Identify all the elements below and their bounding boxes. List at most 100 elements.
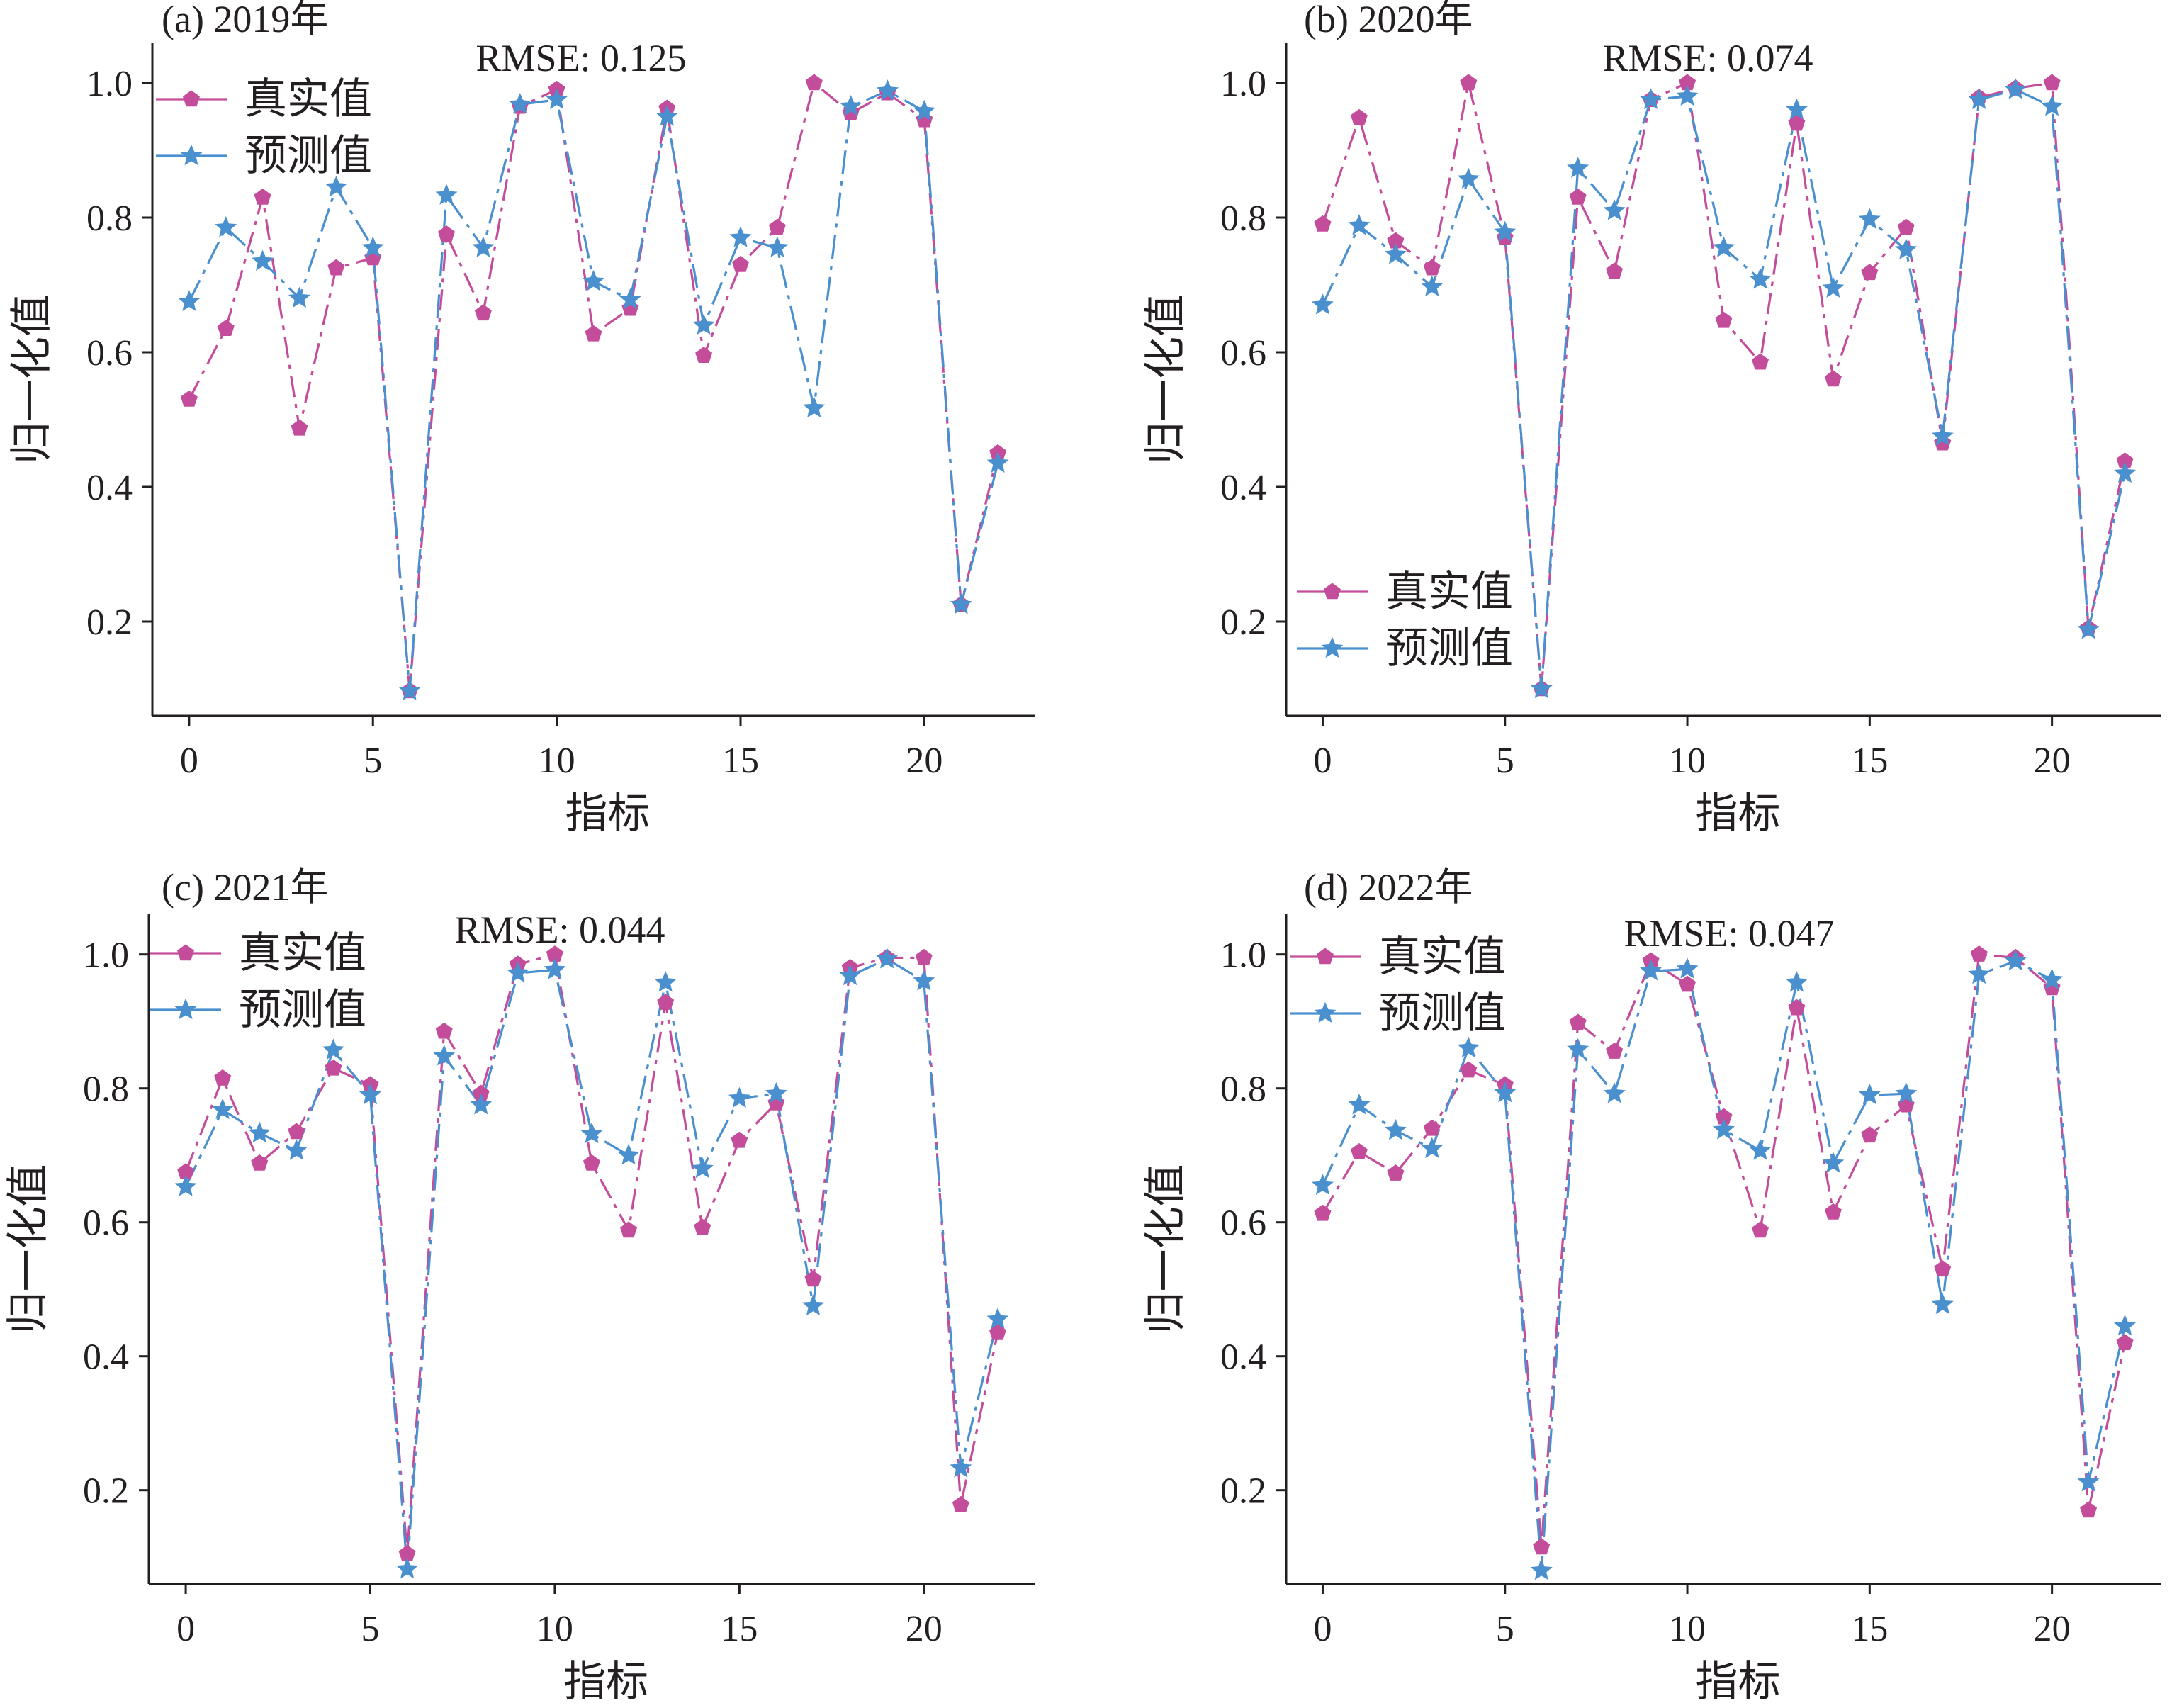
x-tick-label: 5 [364,741,382,781]
legend-label-predicted: 预测值 [239,987,366,1033]
y-tick-label: 0.4 [1220,1337,1266,1378]
data-point-actual [694,1218,711,1235]
data-point-predicted [986,451,1009,473]
data-point-actual [291,419,308,436]
panel-title: (a) 2019年 [162,0,328,40]
x-tick-label: 0 [180,741,198,781]
data-point-actual [989,1323,1006,1340]
data-point-actual [731,1131,748,1148]
data-point-predicted [507,961,529,983]
data-point-predicted [248,1121,271,1143]
data-point-actual [1970,945,1988,962]
data-point-actual [254,188,271,205]
y-tick-label: 0.4 [86,468,133,508]
data-point-predicted [876,79,899,101]
data-point-predicted [1676,84,1699,106]
x-tick-label: 5 [361,1609,380,1649]
legend-label-predicted: 预测值 [1378,990,1506,1037]
data-point-actual [1606,262,1624,279]
data-point-actual [1715,311,1733,328]
x-tick-label: 15 [1851,1609,1888,1649]
data-point-predicted [361,236,384,257]
data-point-actual [1861,264,1879,281]
legend-marker-predicted [1321,636,1344,658]
legend-marker-predicted [180,144,203,166]
data-point-predicted [252,249,274,271]
chart-panel-4: 0 5 10 15 20 0.2 0.4 0.6 0.8 1.0 指标 归一化值 (d) 2022年 RM… [1142,866,2161,1705]
data-point-predicted [285,1139,308,1160]
data-point-actual [1934,1260,1952,1277]
data-point-actual [620,1221,638,1238]
data-point-predicted [472,236,495,257]
y-tick-label: 0.6 [1220,1203,1266,1244]
data-point-predicted [582,270,605,291]
data-point-predicted [803,396,826,418]
y-axis-title: 归一化值 [1142,294,1189,464]
data-point-predicted [546,88,568,109]
data-point-actual [1423,259,1441,276]
data-point-predicted [1749,1139,1772,1160]
legend-label-predicted: 预测值 [244,133,372,179]
data-point-actual [1423,1119,1441,1136]
data-point-actual [1824,370,1842,387]
data-point-predicted [1712,1118,1735,1140]
data-point-predicted [950,592,972,614]
data-point-actual [1460,74,1478,91]
data-point-actual [657,994,675,1010]
data-point-predicted [1676,957,1699,979]
legend-label-actual: 真实值 [1385,568,1513,615]
data-point-predicted [1421,275,1444,297]
data-point-actual [732,255,749,272]
data-point-predicted [580,1122,603,1144]
data-point-predicted [544,958,566,979]
data-point-predicted [913,970,935,991]
data-point-actual [804,1270,822,1287]
x-tick-label: 5 [1496,741,1514,781]
x-axis-title: 指标 [565,790,651,837]
y-tick-label: 1.0 [83,936,129,976]
data-point-predicted [2077,618,2100,639]
data-point-actual [327,259,345,276]
data-point-predicted [1457,167,1480,189]
data-point-predicted [1968,88,1991,109]
x-tick-label: 15 [722,741,759,781]
data-point-actual [217,320,235,336]
y-tick-label: 0.4 [83,1337,129,1378]
series-line-predicted [184,957,999,1571]
x-axis-title: 指标 [563,1658,648,1705]
data-point-actual [1606,1043,1624,1059]
data-point-predicted [325,175,347,197]
rmse-annotation: RMSE: 0.044 [454,909,665,951]
x-tick-label: 20 [906,741,942,781]
data-point-actual [288,1123,305,1140]
data-point-actual [1314,1204,1332,1221]
data-point-predicted [2041,94,2064,116]
x-tick-label: 10 [1669,1609,1706,1649]
data-point-actual [2080,1501,2098,1518]
data-point-predicted [766,236,789,257]
data-point-predicted [1895,1082,1918,1103]
data-point-actual [435,1022,453,1039]
data-point-predicted [1348,1094,1371,1115]
rmse-annotation: RMSE: 0.047 [1624,912,1834,955]
data-point-predicted [1494,1081,1517,1103]
data-point-predicted [1348,214,1371,235]
y-tick-label: 0.6 [86,333,133,373]
y-tick-label: 0.6 [1220,333,1266,373]
x-tick-label: 0 [176,1609,195,1649]
data-point-predicted [2004,78,2027,99]
chart-panel-3: 0 5 10 15 20 0.2 0.4 0.6 0.8 1.0 指标 归一化值 (c) 2021年 RM… [5,866,1035,1705]
x-tick-label: 0 [1313,741,1332,781]
data-point-predicted [215,215,237,237]
panel-title: (d) 2022年 [1304,866,1473,909]
data-point-actual [1387,1164,1405,1181]
panel-title: (b) 2020年 [1304,0,1473,40]
legend-marker-actual [183,90,200,107]
data-point-predicted [2114,461,2137,483]
data-point-actual [180,390,198,407]
data-point-actual [325,1059,342,1076]
data-point-actual [1314,215,1332,232]
panel-title: (c) 2021年 [162,866,328,909]
